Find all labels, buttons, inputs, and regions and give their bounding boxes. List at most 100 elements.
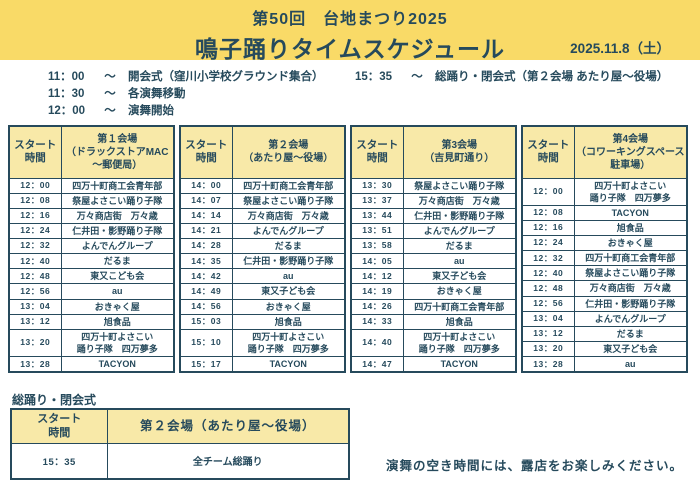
start-time-cell: 13：30 (350, 177, 404, 194)
finale-section-label: 総踊り・閉会式 (12, 393, 97, 407)
schedule-row: 14：12 東又子ども会 (350, 268, 517, 285)
team-name-cell: 祭屋よさこい踊り子隊 (402, 177, 517, 194)
start-time-cell: 14：12 (350, 268, 404, 285)
start-time-cell: 13：20 (521, 341, 575, 358)
team-name-cell: 仁井田・影野踊り子隊 (573, 295, 688, 312)
overview-time: 11：00 (48, 71, 85, 83)
schedule-row: 14：35 仁井田・影野踊り子隊 (179, 253, 346, 270)
venue-4-header: 第4会場 （コワーキングスペース 駐車場） (573, 125, 688, 179)
start-time-cell: 12：16 (521, 219, 575, 237)
finale-table: スタート 時間 第２会場（あたり屋～役場） 15：35 全チーム総踊り (10, 408, 350, 480)
start-time-cell: 13：12 (521, 325, 575, 343)
team-name-cell: 四万十町よさこい 踊り子隊 四万夢多 (60, 328, 175, 358)
start-time-cell: 14：56 (179, 298, 233, 315)
start-time-header: スタート 時間 (179, 125, 233, 179)
start-time-cell: 12：08 (521, 204, 575, 221)
team-name-cell: 四万十町商工会青年部 (60, 177, 175, 194)
start-time-cell: 14：07 (179, 192, 233, 209)
schedule-row: 14：19 おきゃく屋 (350, 283, 517, 300)
food-stall-note: 演舞の空き時間には、露店をお楽しみください。 (386, 459, 684, 473)
schedule-row: 13：04 おきゃく屋 (8, 298, 175, 315)
start-time-header: スタート 時間 (8, 125, 62, 179)
start-time-cell: 14：21 (179, 222, 233, 240)
team-name-cell: TACYON (231, 356, 346, 373)
team-name-cell: おきゃく屋 (231, 298, 346, 315)
team-name-cell: 旭食品 (231, 313, 346, 330)
table-header-row: スタート 時間 第２会場 （あたり屋～役場） (179, 125, 346, 179)
start-time-cell: 14：26 (350, 298, 404, 315)
overview-line-start: 12：00 ～ 演舞開始 (48, 102, 174, 118)
team-name-cell: au (60, 283, 175, 300)
team-name-cell: おきゃく屋 (60, 298, 175, 315)
schedule-row: 14：14 万々商店街 万々歳 (179, 207, 346, 224)
start-time-cell: 12：32 (8, 238, 62, 255)
schedule-row: 12：08 TACYON (521, 204, 688, 221)
schedule-row: 12：40 祭屋よさこい踊り子隊 (521, 265, 688, 282)
start-time-cell: 13：28 (521, 356, 575, 373)
start-time-cell: 14：42 (179, 268, 233, 285)
team-name-cell: 祭屋よさこい踊り子隊 (573, 265, 688, 282)
venue-1-header: 第１会場 （ドラックストアMAC ～郵便局） (60, 125, 175, 179)
schedule-row: 12：08 祭屋よさこい踊り子隊 (8, 192, 175, 209)
start-time-cell: 12：16 (8, 207, 62, 224)
start-time-cell: 12：56 (8, 283, 62, 300)
venue-2-header: 第２会場 （あたり屋～役場） (231, 125, 346, 179)
overview-line-opening: 11：00 ～ 開会式（窪川小学校グラウンド集合） (48, 68, 324, 84)
start-time-cell: 15：10 (179, 328, 233, 358)
schedule-row: 13：12 だるま (521, 325, 688, 343)
start-time-cell: 14：35 (179, 253, 233, 270)
team-name-cell: よんでんグループ (60, 238, 175, 255)
venue-3-table: スタート 時間 第3会場 （吉見町通り） 13：30 祭屋よさこい踊り子隊 13：3… (350, 125, 517, 374)
team-name-cell: 仁井田・影野踊り子隊 (231, 253, 346, 270)
schedule-row: 13：28 TACYON (8, 356, 175, 373)
schedule-row: 12：16 万々商店街 万々歳 (8, 207, 175, 224)
team-name-cell: よんでんグループ (231, 222, 346, 240)
overview-line-closing: 15：35 ～ 総踊り・閉会式（第２会場 あたり屋～役場） (355, 68, 668, 84)
schedule-row: 15：03 旭食品 (179, 313, 346, 330)
page-title: 鳴子踊りタイムスケジュール (195, 36, 505, 62)
schedule-row: 15：17 TACYON (179, 356, 346, 373)
team-name-cell: TACYON (402, 356, 517, 373)
start-time-cell: 14：49 (179, 283, 233, 300)
team-name-cell: 旭食品 (60, 313, 175, 330)
start-time-cell: 12：56 (521, 295, 575, 312)
team-name-cell: 仁井田・影野踊り子隊 (402, 207, 517, 224)
team-name-cell: au (573, 356, 688, 373)
schedule-row: 14：07 祭屋よさこい踊り子隊 (179, 192, 346, 209)
table-header-row: スタート 時間 第4会場 （コワーキングスペース 駐車場） (521, 125, 688, 179)
team-name-cell: おきゃく屋 (402, 283, 517, 300)
start-time-cell: 12：08 (8, 192, 62, 209)
start-time-cell: 12：48 (521, 280, 575, 297)
event-date: 2025.11.8（土） (570, 41, 670, 56)
team-name-cell: 四万十町よさこい 踊り子隊 四万夢多 (402, 328, 517, 358)
overview-label: 総踊り・閉会式（第２会場 あたり屋～役場） (435, 71, 669, 83)
start-time-cell: 12：40 (521, 265, 575, 282)
table-header-row: スタート 時間 第２会場（あたり屋～役場） (10, 408, 350, 444)
team-name-cell: 万々商店街 万々歳 (60, 207, 175, 224)
start-time-cell: 13：44 (350, 207, 404, 224)
start-time-cell: 13：20 (8, 328, 62, 358)
schedule-row: 15：35 全チーム総踊り (10, 442, 350, 480)
schedule-row: 14：56 おきゃく屋 (179, 298, 346, 315)
team-name-cell: 万々商店街 万々歳 (231, 207, 346, 224)
schedule-row: 12：24 仁井田・影野踊り子隊 (8, 222, 175, 240)
start-time-header: スタート 時間 (350, 125, 404, 179)
start-time-cell: 15：17 (179, 356, 233, 373)
schedule-row: 13：44 仁井田・影野踊り子隊 (350, 207, 517, 224)
tilde-separator: ～ (104, 88, 116, 100)
team-name-cell: 万々商店街 万々歳 (402, 192, 517, 209)
schedule-row: 14：05 au (350, 253, 517, 270)
start-time-cell: 14：40 (350, 328, 404, 358)
team-name-cell: だるま (573, 325, 688, 343)
team-name-cell: 全チーム総踊り (106, 442, 350, 480)
schedule-row: 12：00 四万十町商工会青年部 (8, 177, 175, 194)
schedule-row: 12：24 おきゃく屋 (521, 235, 688, 252)
table-header-row: スタート 時間 第１会場 （ドラックストアMAC ～郵便局） (8, 125, 175, 179)
schedule-row: 13：51 よんでんグループ (350, 222, 517, 240)
banner: 第50回 台地まつり2025 鳴子踊りタイムスケジュール 2025.11.8（土… (0, 0, 700, 62)
schedule-row: 14：33 旭食品 (350, 313, 517, 330)
start-time-cell: 14：14 (179, 207, 233, 224)
team-name-cell: 祭屋よさこい踊り子隊 (231, 192, 346, 209)
start-time-cell: 13：28 (8, 356, 62, 373)
start-time-cell: 13：51 (350, 222, 404, 240)
